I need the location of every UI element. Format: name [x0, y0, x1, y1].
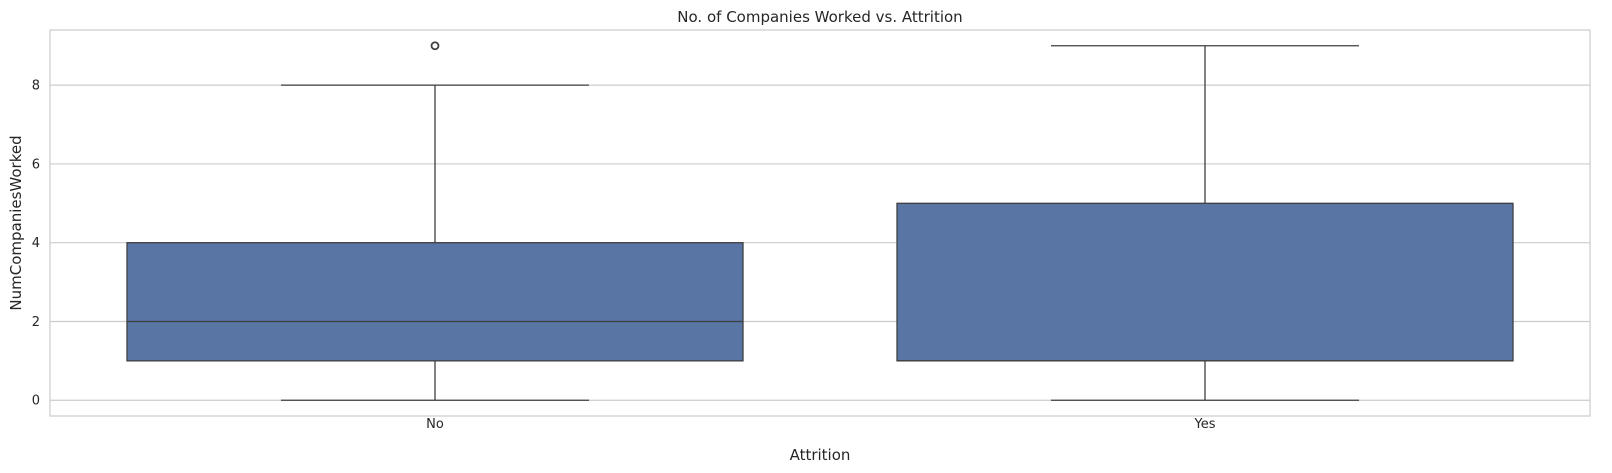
x-tick-label: Yes	[1194, 417, 1216, 432]
y-tick-label: 2	[32, 315, 40, 330]
box-group	[126, 41, 1514, 401]
x-tick-label: No	[426, 417, 444, 432]
y-tick-labels: 0 2 4 6 8	[32, 79, 40, 409]
y-tick-label: 8	[32, 79, 40, 94]
outlier-point	[430, 41, 440, 51]
plot-frame	[49, 29, 1591, 417]
iqr-box	[896, 202, 1514, 362]
iqr-box	[126, 242, 744, 362]
y-tick-label: 0	[32, 394, 40, 409]
y-tick-label: 4	[32, 236, 40, 251]
y-tick-label: 6	[32, 157, 40, 172]
y-axis-label: NumCompaniesWorked	[7, 135, 25, 310]
x-axis-label: Attrition	[790, 446, 851, 464]
x-tick-labels: No Yes	[426, 417, 1216, 432]
chart-title: No. of Companies Worked vs. Attrition	[677, 8, 962, 26]
